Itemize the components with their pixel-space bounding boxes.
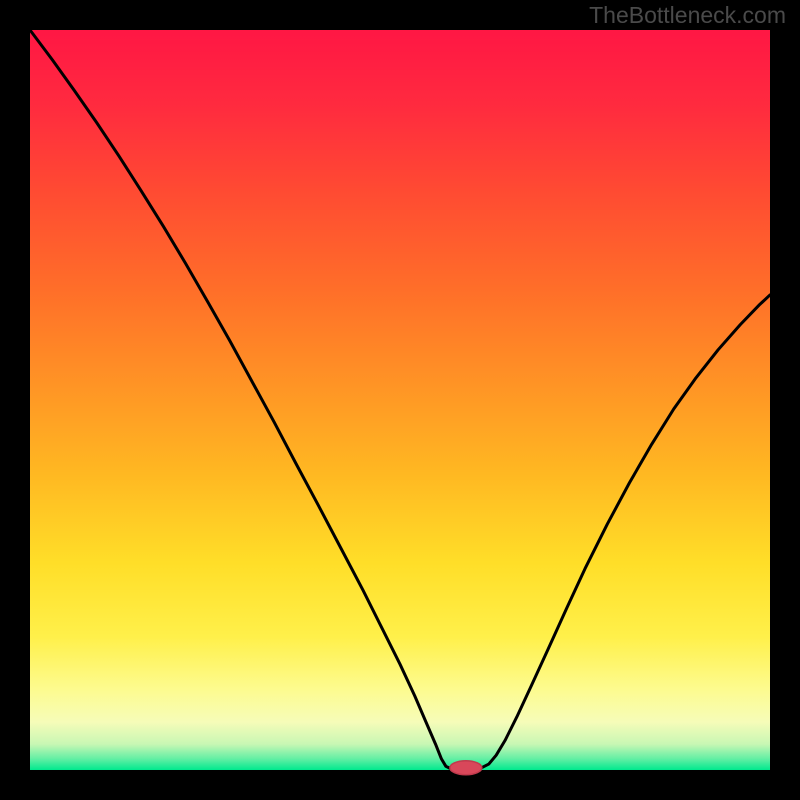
minimum-marker — [450, 761, 482, 775]
chart-wrapper: TheBottleneck.com — [0, 0, 800, 800]
plot-gradient-background — [30, 30, 770, 770]
bottleneck-chart — [0, 0, 800, 800]
watermark-text: TheBottleneck.com — [589, 2, 786, 29]
